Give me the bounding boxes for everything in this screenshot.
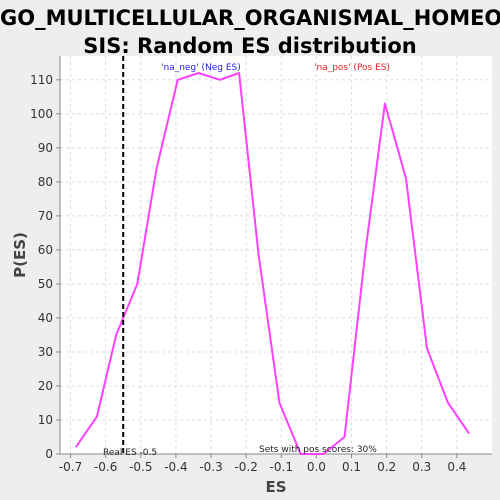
es-distribution-line	[74, 72, 471, 455]
x-axis-label: ES	[265, 478, 286, 496]
pos-scores-note: Sets with pos scores: 30%	[259, 445, 377, 455]
legend-pos-es: 'na_pos' (Pos ES)	[314, 63, 390, 73]
y-tick-label: 0	[45, 447, 53, 461]
x-tick-label: 0.2	[377, 460, 396, 474]
x-tick-label: 0.4	[447, 460, 466, 474]
y-tick-label: 70	[38, 209, 53, 223]
y-tick-label: 50	[38, 277, 53, 291]
y-tick-label: 20	[38, 379, 53, 393]
plot-area	[60, 56, 492, 454]
y-tick-label: 60	[38, 243, 53, 257]
y-tick-label: 10	[38, 413, 53, 427]
real-es-label: Real ES -0.5	[103, 448, 157, 458]
y-tick-label: 100	[30, 107, 53, 121]
y-tick-label: 110	[30, 73, 53, 87]
legend-neg-es: 'na_neg' (Neg ES)	[161, 63, 241, 73]
y-axis-label: P(ES)	[11, 232, 29, 278]
grid-lines	[60, 56, 492, 455]
x-tick-label: 0.0	[307, 460, 326, 474]
chart-title-line-2: SIS: Random ES distribution	[83, 34, 417, 58]
y-tick-label: 40	[38, 311, 53, 325]
x-tick-label: -0.2	[234, 460, 257, 474]
chart-title-line-1: GO_MULTICELLULAR_ORGANISMAL_HOMEOSTA	[0, 6, 500, 30]
x-tick-label: -0.6	[94, 460, 117, 474]
chart-title: GO_MULTICELLULAR_ORGANISMAL_HOMEOSTA SIS…	[0, 4, 500, 60]
y-tick-label: 30	[38, 345, 53, 359]
x-tick-label: -0.3	[199, 460, 222, 474]
x-tick-label: 0.3	[412, 460, 431, 474]
x-tick-label: -0.4	[164, 460, 187, 474]
y-tick-label: 80	[38, 175, 53, 189]
series-layer	[74, 72, 471, 455]
y-tick-label: 90	[38, 141, 53, 155]
x-tick-label: -0.5	[129, 460, 152, 474]
x-tick-label: -0.1	[270, 460, 293, 474]
x-tick-label: 0.1	[342, 460, 361, 474]
axes: -0.7 -0.6 -0.5 -0.4 -0.3 -0.2 -0.1 0.0 0.1 0.2 0.3…	[30, 56, 492, 474]
x-tick-label: -0.7	[59, 460, 82, 474]
